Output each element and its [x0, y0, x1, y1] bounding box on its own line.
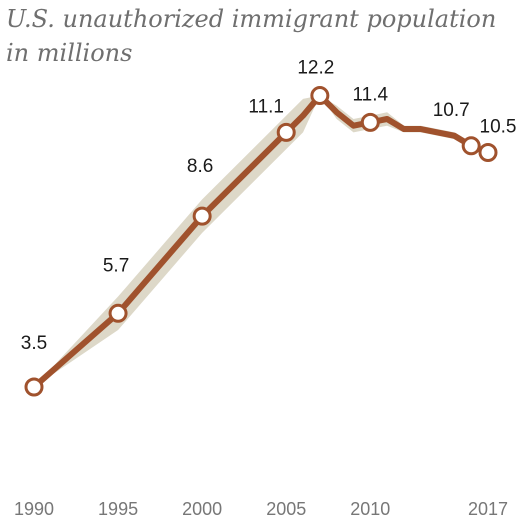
- chart-title: U.S. unauthorized immigrant population i…: [6, 5, 497, 67]
- x-tick-label-1995: 1995: [98, 499, 138, 519]
- x-tick-label-2010: 2010: [350, 499, 390, 519]
- data-point-2010: [360, 112, 380, 132]
- data-label-2005: 11.1: [248, 96, 284, 117]
- x-tick-label-2017: 2017: [468, 499, 508, 519]
- data-label-1990: 3.5: [21, 333, 47, 354]
- data-label-2010: 11.4: [353, 84, 389, 105]
- data-point-1995: [108, 303, 128, 323]
- data-point-2017: [478, 143, 498, 162]
- x-tick-label-2005: 2005: [266, 499, 306, 519]
- data-point-2000: [192, 206, 212, 226]
- data-point-2007: [310, 86, 330, 106]
- data-point-2005: [276, 122, 296, 142]
- x-tick-label-2000: 2000: [182, 499, 222, 519]
- data-point-1990: [24, 377, 44, 397]
- data-label-1995: 5.7: [103, 255, 129, 276]
- uncertainty-band: [34, 95, 488, 388]
- data-label-2000: 8.6: [187, 156, 213, 177]
- data-label-2016: 10.7: [433, 100, 470, 121]
- data-point-2016: [461, 136, 481, 156]
- series-line: [31, 92, 491, 390]
- data-label-2007: 12.2: [297, 58, 334, 79]
- x-tick-label-1990: 1990: [14, 499, 54, 519]
- data-label-2017: 10.5: [480, 117, 517, 138]
